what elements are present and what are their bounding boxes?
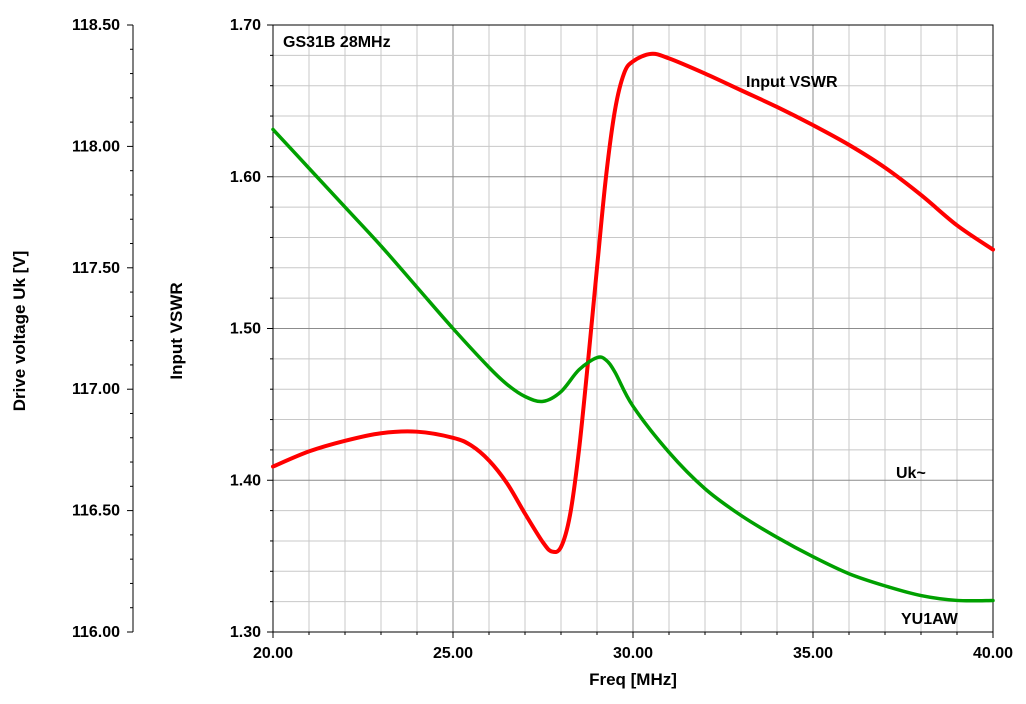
y-tick-label-vswr: 1.70 [230, 17, 261, 34]
y-tick-label-vswr: 1.30 [230, 624, 261, 641]
series-line-uk [271, 127, 995, 603]
y-tick-label-vswr: 1.60 [230, 169, 261, 186]
x-tick-label: 25.00 [433, 645, 473, 662]
x-axis-title: Freq [MHz] [589, 670, 677, 689]
y-axis-title-vswr: Input VSWR [167, 282, 186, 379]
grid [273, 25, 993, 632]
series-line-vswr [271, 51, 995, 555]
y-tick-label-vswr: 1.50 [230, 321, 261, 338]
x-tick-label: 20.00 [253, 645, 293, 662]
series-group [271, 51, 995, 603]
y-tick-label-uk: 118.50 [72, 17, 120, 34]
x-tick-label: 40.00 [973, 645, 1013, 662]
ticks: 20.00 25.00 30.00 35.00 40.00 1.30 1.40 1.50 1.6… [72, 17, 1013, 662]
vswr-series-label: Input VSWR [746, 74, 838, 91]
y-tick-label-uk: 116.50 [72, 503, 120, 520]
y-tick-label-uk: 117.50 [72, 260, 120, 277]
y-tick-label-uk: 117.00 [72, 381, 120, 398]
author-label: YU1AW [901, 611, 959, 628]
y-tick-label-uk: 116.00 [72, 624, 120, 641]
y-axis-title-uk: Drive voltage Uk [V] [10, 251, 29, 412]
y-tick-label-vswr: 1.40 [230, 472, 261, 489]
chart-title: GS31B 28MHz [283, 34, 391, 51]
x-tick-label: 30.00 [613, 645, 653, 662]
uk-series-label: Uk~ [896, 465, 926, 482]
x-tick-label: 35.00 [793, 645, 833, 662]
y-tick-label-uk: 118.00 [72, 138, 120, 155]
